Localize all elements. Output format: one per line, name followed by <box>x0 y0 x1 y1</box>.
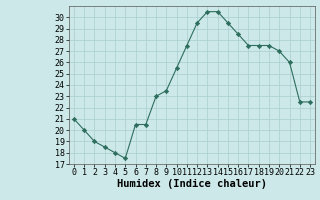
X-axis label: Humidex (Indice chaleur): Humidex (Indice chaleur) <box>117 179 267 189</box>
